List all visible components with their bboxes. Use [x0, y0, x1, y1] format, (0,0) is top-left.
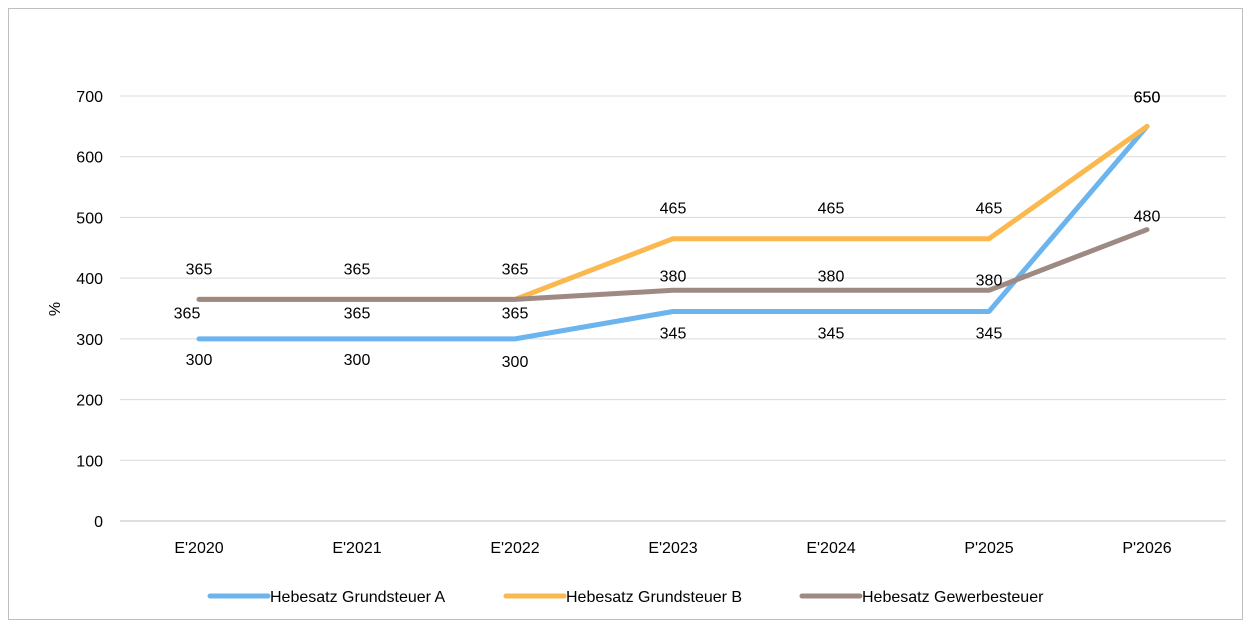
y-tick-label: 100 [76, 453, 103, 470]
axes: 0 100 200 300 400 500 600 700% E'2020 E'2021 E'202… [47, 89, 1172, 557]
legend: Hebesatz Grundsteuer A Hebesatz Grundsteu… [207, 589, 1044, 606]
gridlines [120, 95, 1226, 522]
legend-label: Hebesatz Grundsteuer A [270, 589, 446, 606]
data-label: 380 [818, 268, 845, 285]
x-tick-label: P'2026 [1122, 540, 1171, 557]
y-tick-label: 200 [76, 393, 103, 410]
data-label: 300 [344, 352, 371, 369]
data-label: 480 [1134, 209, 1161, 226]
data-label: 465 [976, 201, 1003, 218]
y-tick-label: 400 [76, 271, 103, 288]
data-label: 380 [976, 272, 1003, 289]
x-tick-label: E'2021 [332, 540, 381, 557]
data-label: 365 [502, 261, 529, 278]
x-tick-label: E'2022 [490, 540, 539, 557]
data-label: 650 [1134, 89, 1161, 106]
data-label: 380 [660, 268, 687, 285]
legend-label: Hebesatz Grundsteuer B [566, 589, 742, 606]
data-label: 300 [502, 354, 529, 371]
data-label: 465 [660, 201, 687, 218]
y-axis-label: % [47, 302, 64, 316]
data-label: 365 [344, 261, 371, 278]
chart-frame [8, 8, 1243, 620]
x-tick-label: E'2024 [806, 540, 855, 557]
x-tick-label: E'2020 [174, 540, 223, 557]
y-tick-label: 300 [76, 332, 103, 349]
series-lines [196, 123, 1150, 342]
series-line [196, 227, 1150, 302]
y-tick-label: 500 [76, 210, 103, 227]
data-label: 345 [660, 326, 687, 343]
legend-label: Hebesatz Gewerbesteuer [862, 589, 1044, 606]
series-line [196, 123, 1150, 342]
data-label: 345 [976, 326, 1003, 343]
data-label: 365 [186, 261, 213, 278]
data-label: 650 [1134, 89, 1161, 106]
data-label: 365 [502, 305, 529, 322]
x-tick-label: E'2023 [648, 540, 697, 557]
data-label: 345 [818, 326, 845, 343]
data-label: 365 [174, 305, 201, 322]
data-label: 365 [344, 305, 371, 322]
data-label: 300 [186, 352, 213, 369]
y-tick-label: 700 [76, 89, 103, 106]
data-label: 465 [818, 201, 845, 218]
x-tick-label: P'2025 [964, 540, 1013, 557]
y-tick-label: 0 [94, 514, 103, 531]
y-tick-label: 600 [76, 150, 103, 167]
